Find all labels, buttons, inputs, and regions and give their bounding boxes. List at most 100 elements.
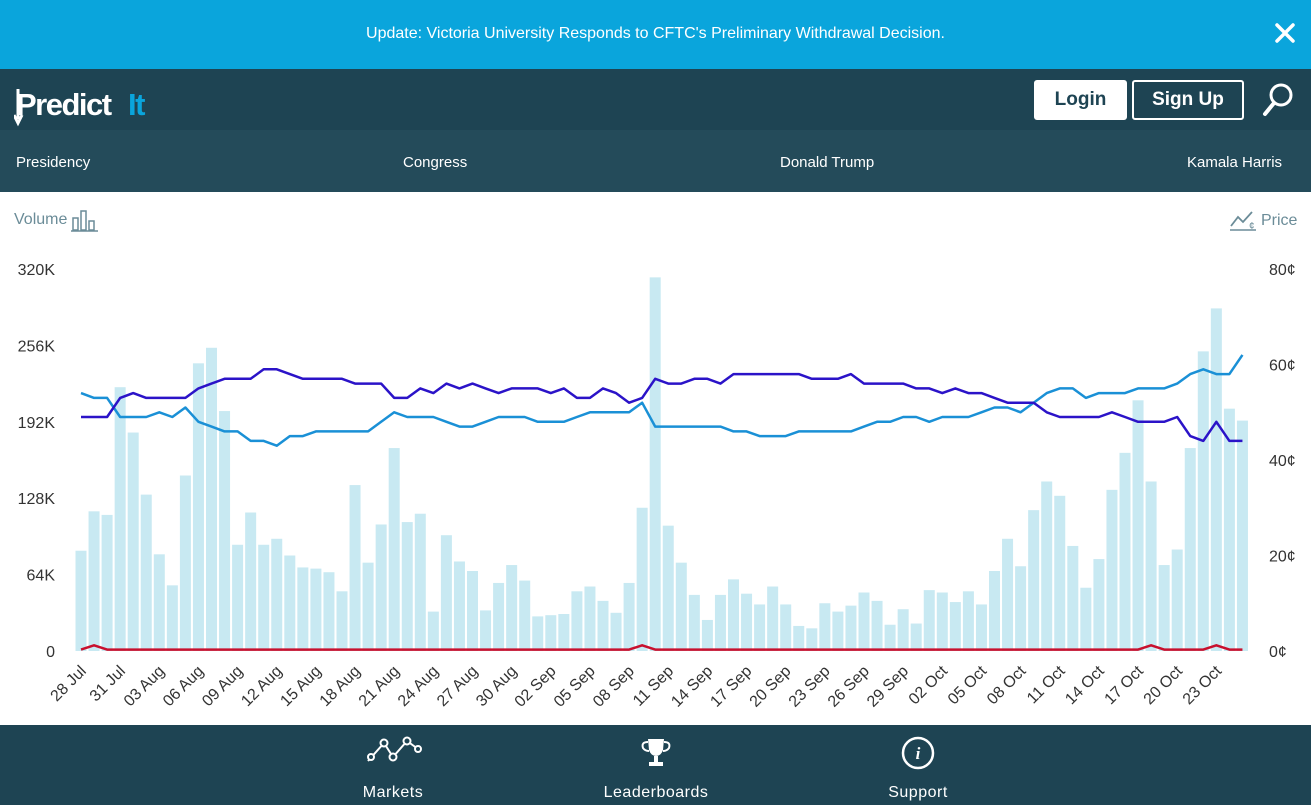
search-icon[interactable]: [1262, 82, 1294, 118]
volume-bar: [780, 604, 792, 651]
volume-bar: [414, 513, 426, 651]
volume-bar: [258, 544, 270, 651]
x-tick-label: 20 Oct: [1141, 662, 1187, 708]
volume-bar: [832, 611, 844, 651]
bottom-nav: Markets Leaderboards i Support: [0, 725, 1311, 805]
markets-icon: [367, 736, 422, 762]
price-label: Price: [1261, 212, 1298, 229]
x-tick-label: 23 Sep: [786, 663, 834, 711]
x-tick-label: 11 Sep: [630, 663, 677, 710]
y-left-tick-label: 64K: [27, 568, 56, 585]
x-tick-label: 06 Aug: [160, 663, 207, 710]
volume-bar: [114, 387, 126, 651]
volume-bar: [166, 585, 178, 651]
footer-markets-label: Markets: [362, 784, 424, 801]
footer-markets[interactable]: Markets: [313, 725, 473, 805]
signup-button[interactable]: Sign Up: [1132, 80, 1244, 120]
volume-bar: [636, 507, 648, 651]
x-tick-label: 30 Aug: [473, 663, 520, 710]
y-right-tick-label: 0¢: [1269, 644, 1287, 661]
close-icon[interactable]: [1271, 18, 1299, 48]
volume-bar: [923, 590, 935, 651]
nav-item-presidency[interactable]: Presidency: [16, 154, 91, 171]
volume-bar: [88, 511, 100, 651]
volume-bar: [1223, 408, 1235, 651]
volume-bar: [1210, 308, 1222, 651]
y-left-tick-label: 256K: [18, 338, 56, 355]
nav-item-kamala-harris[interactable]: Kamala Harris: [1187, 154, 1283, 171]
nav-item-donald-trump[interactable]: Donald Trump: [780, 154, 875, 171]
volume-bar: [532, 616, 544, 651]
volume-bar: [284, 555, 296, 651]
volume-bar: [427, 611, 439, 651]
x-tick-label: 27 Aug: [434, 663, 481, 710]
volume-bar: [1132, 400, 1144, 651]
volume-bar: [1015, 566, 1027, 651]
x-tick-label: 08 Oct: [984, 662, 1030, 708]
volume-bar: [245, 512, 257, 651]
volume-bar: [493, 582, 505, 651]
volume-bar: [336, 591, 348, 651]
volume-bar: [1054, 495, 1066, 651]
y-right-tick-label: 60¢: [1269, 358, 1296, 375]
login-button[interactable]: Login: [1034, 80, 1127, 120]
volume-bar: [649, 277, 661, 651]
price-toggle[interactable]: ¢ Price: [1229, 208, 1297, 234]
volume-bar: [506, 565, 518, 651]
x-tick-label: 02 Sep: [512, 663, 560, 711]
x-tick-label: 23 Oct: [1180, 662, 1226, 708]
volume-bar: [192, 363, 204, 651]
category-nav: Presidency Congress Donald Trump Kamala …: [0, 130, 1311, 192]
volume-label: Volume: [14, 211, 68, 228]
volume-toggle[interactable]: Volume: [14, 208, 100, 232]
volume-bar: [793, 625, 805, 651]
volume-bar: [871, 600, 883, 651]
x-tick-label: 05 Sep: [551, 663, 599, 711]
volume-bar: [728, 579, 739, 651]
volume-bar: [1171, 549, 1183, 651]
volume-bar: [741, 593, 753, 651]
volume-bar: [101, 514, 113, 651]
volume-bar: [688, 594, 700, 651]
x-tick-label: 28 Jul: [48, 663, 90, 705]
volume-bar: [349, 485, 361, 651]
footer-support[interactable]: i Support: [838, 725, 998, 805]
banner-link[interactable]: Update: Victoria University Responds to …: [366, 25, 945, 42]
volume-bar: [1236, 420, 1248, 651]
x-tick-label: 14 Sep: [668, 663, 716, 711]
volume-bar: [819, 603, 831, 651]
volume-bar: [75, 550, 87, 651]
volume-bar: [153, 554, 165, 651]
x-tick-label: 14 Oct: [1062, 662, 1108, 708]
volume-bar: [936, 592, 948, 651]
price-line-dark: [81, 368, 1243, 443]
volume-bar: [884, 624, 896, 651]
volume-bar: [1028, 510, 1040, 651]
footer-leaderboards[interactable]: Leaderboards: [576, 725, 736, 805]
info-icon: i: [901, 736, 935, 770]
volume-bar: [858, 592, 870, 651]
volume-bar: [271, 538, 283, 651]
predictit-logo[interactable]: Predict It: [12, 87, 154, 132]
volume-bar: [206, 347, 217, 651]
volume-bar: [1080, 587, 1092, 651]
nav-item-congress[interactable]: Congress: [403, 154, 468, 171]
line-chart-icon: ¢: [1230, 211, 1256, 232]
x-tick-label: 11 Oct: [1024, 662, 1069, 707]
volume-bar: [571, 591, 583, 651]
volume-bar: [558, 613, 570, 651]
x-tick-label: 05 Oct: [945, 662, 991, 708]
volume-bar: [232, 544, 244, 651]
x-tick-label: 15 Aug: [277, 663, 324, 710]
trophy-icon: [641, 739, 671, 766]
x-tick-label: 24 Aug: [395, 663, 442, 710]
volume-bar: [480, 610, 492, 651]
volume-bar: [388, 448, 400, 651]
volume-bar: [897, 609, 909, 651]
volume-bar: [401, 522, 413, 651]
volume-bar: [610, 612, 622, 651]
footer-leaderboards-label: Leaderboards: [603, 784, 709, 801]
volume-bar: [1119, 452, 1131, 651]
x-tick-label: 17 Oct: [1102, 662, 1148, 708]
price-line-light: [80, 354, 1244, 447]
